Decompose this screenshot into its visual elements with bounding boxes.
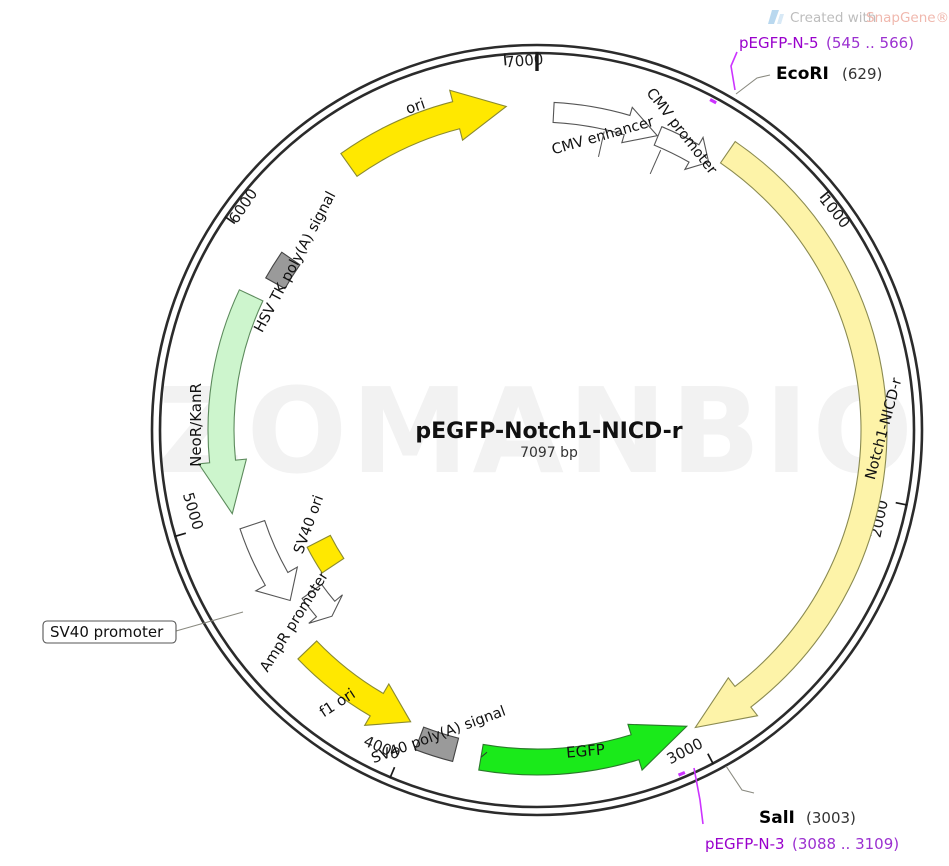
- sv40-promoter-label-box: [42, 620, 177, 644]
- credit-prefix: Created with: [790, 10, 876, 26]
- ecori-name: EcoRI: [776, 64, 829, 84]
- feature-shape-cmv-enhancer: [552, 101, 659, 144]
- feature-ori[interactable]: ori: [340, 89, 508, 178]
- feature-shape-hsv-tk-polya-signal: [264, 251, 301, 290]
- feature-label-egfp: EGFP: [565, 740, 605, 761]
- feature-shape-sv40-polya-signal: [414, 726, 460, 763]
- snapgene-credit: Created with SnapGene®: [768, 10, 949, 26]
- primer-arc-pegfp-n-5: [709, 98, 717, 105]
- ruler-tick-mark: [819, 190, 831, 199]
- restriction-site-sali[interactable]: SalI (3003): [725, 765, 856, 828]
- feature-hsv-tk-polya-signal[interactable]: HSV TK poly(A) signal: [252, 189, 340, 335]
- sv40-promoter-leader-line: [175, 611, 244, 632]
- feature-leader-cmv-enhancer: [597, 131, 605, 157]
- sali-name: SalI: [759, 808, 795, 828]
- plasmid-size-label: 7097 bp: [520, 445, 578, 461]
- ruler-tick-mark: [707, 753, 715, 765]
- feature-neor-kanr[interactable]: NeoR/KanR: [187, 289, 264, 516]
- ruler-tick-label: 6000: [225, 185, 261, 227]
- ecori-leader-line: [735, 74, 771, 95]
- backbone-outer-circle: [150, 43, 924, 817]
- pegfp-n-3-range: (3088 .. 3109): [792, 835, 899, 853]
- primer-layer: [677, 98, 717, 777]
- ruler-tick-mark: [389, 766, 396, 779]
- ruler-tick-mark: [503, 53, 507, 66]
- feature-label-neor-kanr: NeoR/KanR: [187, 383, 205, 467]
- sali-position: (3003): [806, 809, 856, 827]
- feature-label-hsv-tk-polya-signal: HSV TK poly(A) signal: [252, 189, 340, 335]
- ruler-tick-label: 7000: [505, 50, 545, 71]
- ecori-position: (629): [842, 65, 882, 83]
- pegfp-n-5-name: pEGFP-N-5: [739, 34, 819, 52]
- plasmid-title-group: pEGFP-Notch1-NICD-r 7097 bp: [415, 419, 682, 461]
- sali-leader-line: [725, 765, 755, 794]
- pegfp-n-5-leader-line: [730, 51, 738, 91]
- watermark-text: ZOMANBIO: [157, 362, 917, 500]
- feature-shape-notch1-nicd-r: [694, 140, 888, 729]
- ruler-tick-mark: [224, 215, 236, 225]
- egfp-end-marker: [480, 751, 488, 758]
- ruler-tick-mark: [895, 501, 908, 506]
- page-title: pEGFP-Notch1-NICD-r: [415, 419, 682, 444]
- ruler-tick-mark: [174, 532, 187, 538]
- feature-shape-sv40-promoter: [239, 519, 299, 602]
- credit-brand: SnapGene®: [866, 10, 949, 26]
- feature-shape-ori: [340, 89, 508, 178]
- feature-cmv-enhancer[interactable]: CMV enhancer: [550, 101, 659, 158]
- feature-egfp[interactable]: EGFP: [478, 723, 689, 776]
- pegfp-n-5-range: (545 .. 566): [826, 34, 914, 52]
- feature-sv40-promoter[interactable]: [239, 519, 299, 602]
- snapgene-logo-icon: [768, 10, 779, 24]
- watermark: ZOMANBIO: [157, 362, 917, 500]
- feature-shape-cmv-promoter: [653, 125, 710, 171]
- feature-sv40-ori[interactable]: SV40 ori: [291, 493, 345, 574]
- feature-shape-ampr-promoter: [301, 583, 343, 624]
- boxed-label-sv40-promoter[interactable]: SV40 promoter: [42, 611, 244, 644]
- sv40-promoter-label-text: SV40 promoter: [50, 623, 164, 641]
- snapgene-logo-icon-accent: [777, 14, 784, 24]
- feature-shape-egfp: [478, 723, 689, 776]
- feature-shape-sv40-ori: [306, 534, 345, 574]
- pegfp-n-3-leader-line: [693, 767, 704, 825]
- feature-label-ori: ori: [403, 95, 427, 118]
- feature-shape-neor-kanr: [197, 289, 264, 516]
- primer-label-pegfp-n-3[interactable]: pEGFP-N-3 (3088 .. 3109): [693, 767, 899, 853]
- primer-label-pegfp-n-5[interactable]: pEGFP-N-5 (545 .. 566): [730, 34, 914, 91]
- feature-leader-cmv-promoter: [649, 149, 662, 175]
- restriction-site-ecori[interactable]: EcoRI (629): [735, 64, 882, 95]
- primer-pegfp-n-3[interactable]: [677, 770, 686, 777]
- feature-f1-ori[interactable]: f1 ori: [297, 640, 412, 726]
- pegfp-n-3-name: pEGFP-N-3: [705, 835, 785, 853]
- primer-arc-pegfp-n-3: [677, 770, 686, 777]
- primer-pegfp-n-5[interactable]: [709, 98, 717, 105]
- feature-shape-f1-ori: [297, 640, 412, 726]
